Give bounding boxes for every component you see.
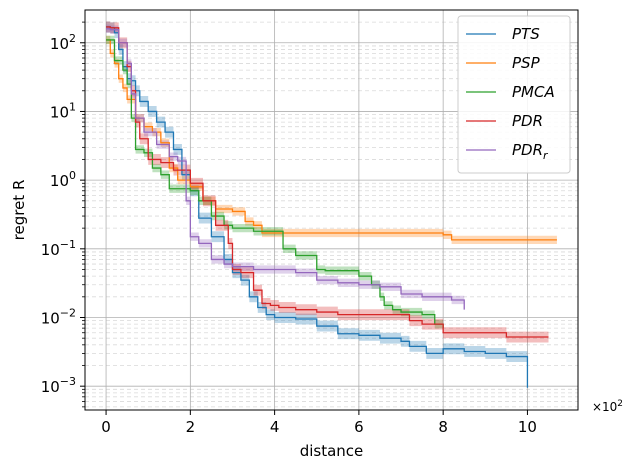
y-tick-label: 10−3 bbox=[41, 375, 76, 396]
legend-label: PMCA bbox=[512, 83, 555, 101]
legend-label-base: PDR bbox=[512, 112, 543, 130]
y-tick-base: 10 bbox=[50, 172, 69, 190]
line-pmca bbox=[106, 39, 444, 329]
y-tick-base: 10 bbox=[50, 35, 69, 53]
legend-label: PSP bbox=[512, 54, 541, 72]
legend-label: PDRr bbox=[512, 141, 549, 162]
y-tick-exponent: 2 bbox=[69, 32, 76, 45]
line-pdr-r bbox=[106, 28, 465, 310]
x-tick-label: 8 bbox=[438, 418, 448, 436]
legend-label-base: PMCA bbox=[512, 83, 555, 101]
y-tick-base: 10 bbox=[50, 103, 69, 121]
band-pdr bbox=[106, 21, 549, 343]
series-lines bbox=[106, 26, 557, 388]
legend-label-base: PTS bbox=[512, 25, 540, 43]
y-tick-exponent: 1 bbox=[69, 100, 76, 113]
legend-box bbox=[457, 15, 571, 174]
y-tick-label: 102 bbox=[50, 32, 76, 53]
y-tick-label: 101 bbox=[50, 100, 76, 121]
x-tick-label: 10 bbox=[518, 418, 537, 436]
y-tick-base: 10 bbox=[41, 378, 60, 396]
x-multiplier-exp: 2 bbox=[617, 399, 623, 409]
legend-label-subscript: r bbox=[543, 149, 549, 162]
y-axis-label: regret R bbox=[10, 180, 28, 241]
x-axis-multiplier: ×102 bbox=[592, 399, 623, 414]
y-tick-exponent: −3 bbox=[60, 375, 76, 388]
x-tick-label: 2 bbox=[186, 418, 196, 436]
line-psp bbox=[106, 39, 557, 241]
y-tick-exponent: −2 bbox=[60, 306, 76, 319]
x-tick-label: 6 bbox=[354, 418, 364, 436]
legend-label-base: PSP bbox=[512, 54, 541, 72]
line-pts bbox=[106, 26, 529, 388]
legend-label: PDR bbox=[512, 112, 543, 130]
x-axis-label: distance bbox=[300, 442, 364, 460]
x-axis-ticks: 0 2 4 6 8 10 bbox=[101, 410, 537, 436]
x-tick-label: 0 bbox=[101, 418, 111, 436]
legend-label: PTS bbox=[512, 25, 540, 43]
y-tick-label: 100 bbox=[50, 169, 76, 190]
y-tick-base: 10 bbox=[41, 241, 60, 259]
y-tick-exponent: −1 bbox=[60, 238, 76, 251]
x-tick-label: 4 bbox=[270, 418, 280, 436]
y-tick-label: 10−2 bbox=[41, 306, 76, 327]
x-multiplier-base: ×10 bbox=[592, 400, 617, 414]
plot-frame bbox=[84, 9, 579, 411]
y-tick-base: 10 bbox=[41, 309, 60, 327]
legend-label-base: PDR bbox=[512, 141, 543, 159]
y-tick-label: 10−1 bbox=[41, 238, 76, 259]
y-tick-exponent: 0 bbox=[69, 169, 76, 182]
